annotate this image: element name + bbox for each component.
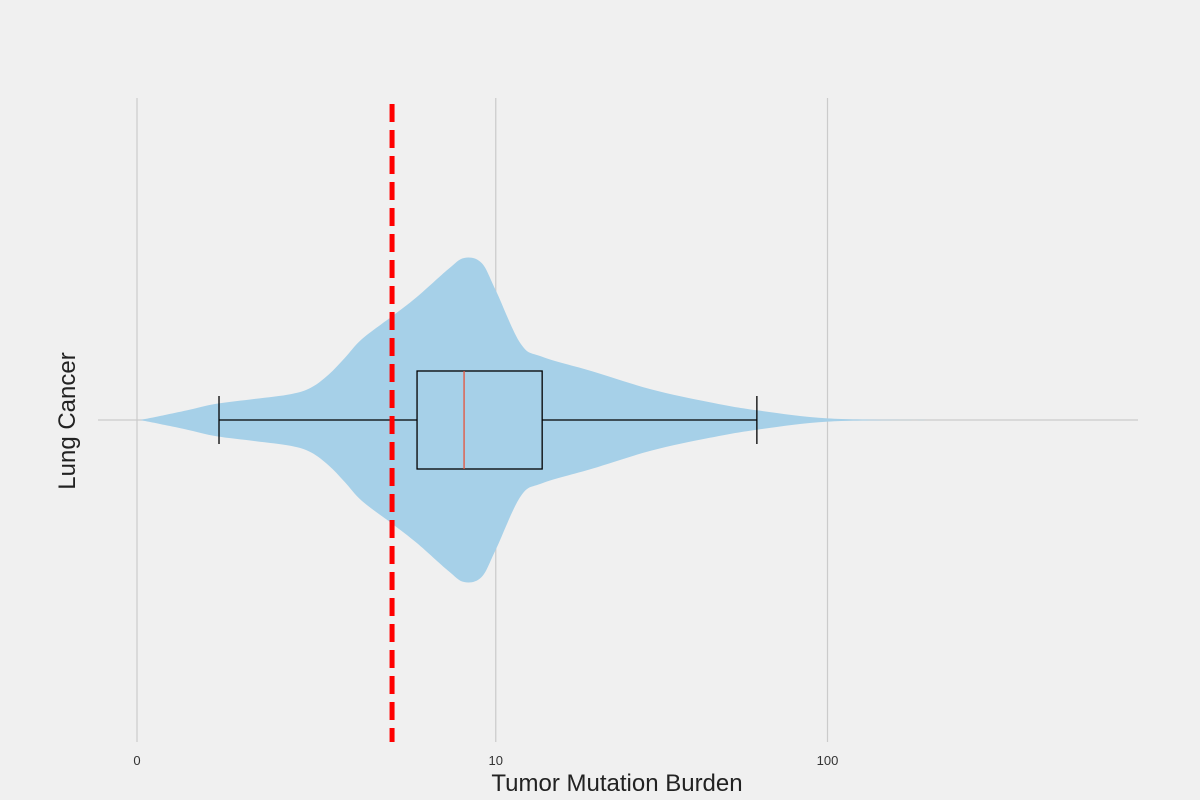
x-tick-label: 100 — [817, 753, 839, 768]
y-axis-label: Lung Cancer — [54, 352, 81, 489]
violin-body — [140, 257, 926, 583]
iqr-box — [416, 370, 543, 470]
x-axis-label: Tumor Mutation Burden — [491, 770, 742, 797]
x-tick-label: 10 — [489, 753, 503, 768]
violin-layer — [140, 257, 926, 583]
box-plot — [218, 370, 758, 470]
x-tick-labels: 0 10 100 — [133, 753, 838, 768]
x-tick-label: 0 — [133, 753, 140, 768]
